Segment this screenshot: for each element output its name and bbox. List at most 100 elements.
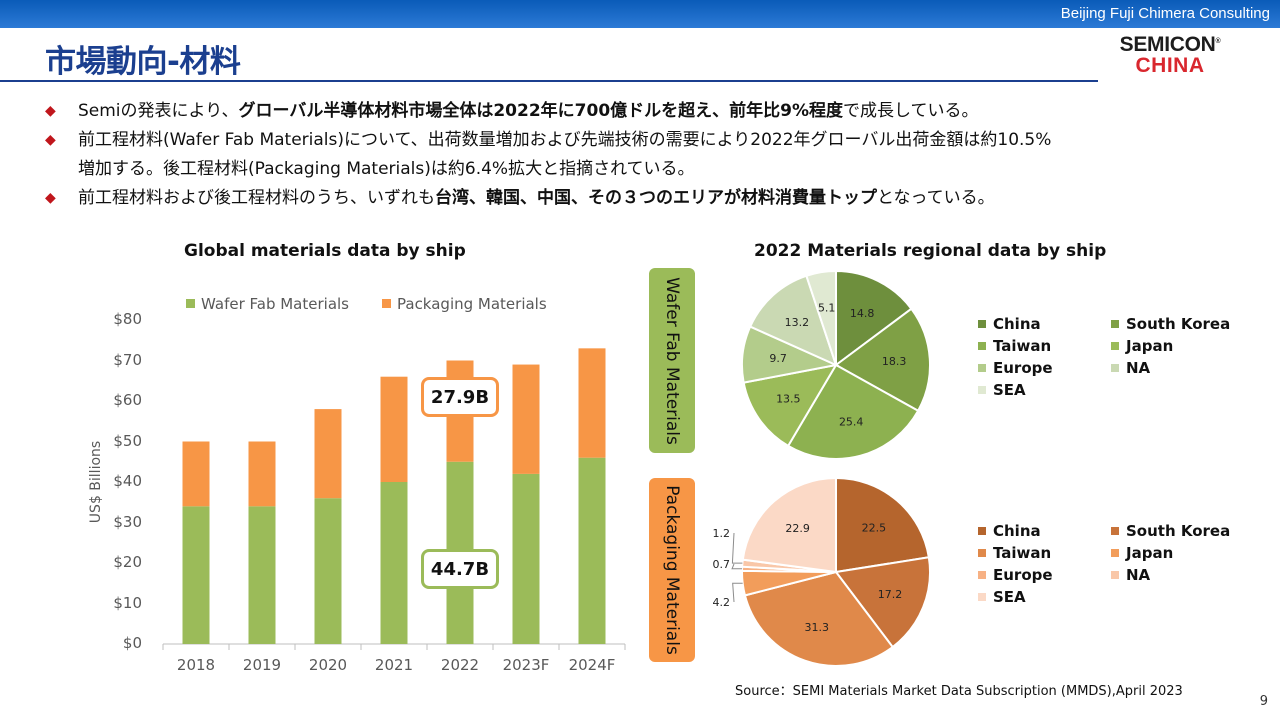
bullet-item: ◆ 前工程材料および後工程材料のうち、いずれも台湾、韓国、中国、その３つのエリア… — [45, 184, 1245, 213]
legend-packaging: Packaging Materials — [382, 295, 547, 313]
pie-legend-item: Taiwan — [978, 337, 1051, 355]
y-tick-label: $10 — [113, 593, 142, 612]
bullet-text: 前工程材料(Wafer Fab Materials)について、出荷数量増加および… — [78, 130, 1052, 150]
diamond-bullet-icon: ◆ — [45, 103, 56, 119]
semicon-china-logo: SEMICON® CHINA — [1100, 34, 1240, 76]
group-label: Wafer Fab Materials — [662, 276, 682, 445]
pie-legend-item: NA — [1111, 566, 1150, 584]
legend-wafer-fab: Wafer Fab Materials — [186, 295, 349, 313]
bullet-text: 前工程材料および後工程材料のうち、いずれも — [78, 188, 435, 208]
pie-slice-china — [835, 476, 930, 574]
y-tick-label: $20 — [113, 553, 142, 571]
legend-swatch — [978, 342, 986, 350]
legend-label: Taiwan — [993, 337, 1052, 355]
x-tick-label: 2021 — [374, 656, 414, 674]
legend-label: NA — [1126, 359, 1151, 377]
pie-value-label: 0.7 — [713, 558, 731, 571]
pie-leader-line — [732, 582, 743, 603]
pie-slice-sea — [741, 476, 837, 574]
pie-value-label: 18.3 — [882, 355, 907, 368]
legend-swatch — [978, 571, 986, 579]
y-tick-label: $80 — [113, 310, 142, 328]
consultancy-name: Beijing Fuji Chimera Consulting — [1060, 5, 1270, 22]
legend-label: SEA — [993, 588, 1026, 606]
legend-label: China — [993, 315, 1041, 333]
pie-chart-title: 2022 Materials regional data by ship — [754, 241, 1107, 261]
legend-label: Japan — [1126, 337, 1174, 355]
callout-packaging-2022: 27.9B — [421, 376, 499, 417]
pie-value-label: 4.2 — [713, 596, 731, 609]
bar-wafer-fab-materials-2020 — [314, 498, 342, 644]
legend-swatch — [1111, 342, 1119, 350]
bar-packaging-materials-2018 — [182, 441, 210, 507]
legend-label: China — [993, 522, 1041, 540]
x-tick-label: 2024F — [568, 656, 616, 674]
packaging-group-tab: Packaging Materials — [649, 478, 695, 662]
bar-packaging-materials-2023f — [512, 364, 540, 474]
legend-swatch — [1111, 320, 1119, 328]
pie-legend-item: Europe — [978, 359, 1053, 377]
source-note: Source：SEMI Materials Market Data Subscr… — [735, 684, 1183, 699]
bullet-text: 増加する。後工程材料(Packaging Materials)は約6.4%拡大と… — [78, 159, 695, 179]
pie-legend-item: China — [978, 522, 1041, 540]
pie-slice-china — [835, 269, 913, 367]
pie-slice-europe — [741, 325, 840, 384]
diamond-bullet-icon: ◆ — [45, 132, 56, 148]
bullet-text: Semiの発表により、 — [78, 101, 239, 121]
pie-legend-item: Japan — [1111, 544, 1173, 562]
pie-slice-europe — [740, 565, 837, 573]
logo-registered-mark: ® — [1215, 38, 1221, 45]
legend-swatch — [978, 364, 986, 372]
legend-swatch — [186, 299, 195, 308]
y-tick-label: $70 — [113, 350, 142, 369]
bullet-item: ◆ 前工程材料(Wafer Fab Materials)について、出荷数量増加お… — [45, 126, 1245, 184]
pie-value-label: 13.5 — [776, 393, 801, 406]
legend-label: Europe — [993, 359, 1053, 377]
bullet-text: で成長している。 — [843, 101, 979, 121]
bullet-emphasis: グローバル半導体材料市場全体は2022年に700億ドルを超え、前年比9%程度 — [238, 101, 844, 121]
bar-wafer-fab-materials-2024f — [578, 457, 606, 644]
legend-label: NA — [1126, 566, 1151, 584]
logo-line1: SEMICON — [1119, 33, 1216, 56]
pie-value-label: 25.4 — [839, 415, 864, 428]
pie-slice-japan — [741, 569, 837, 597]
pie-value-label: 22.5 — [862, 522, 887, 535]
legend-swatch — [978, 386, 986, 394]
legend-label: South Korea — [1126, 315, 1231, 333]
x-tick-label: 2018 — [176, 656, 216, 674]
bar-chart-title: Global materials data by ship — [184, 241, 466, 261]
pie-value-label: 13.2 — [785, 316, 810, 329]
pie-value-label: 9.7 — [769, 352, 787, 365]
legend-swatch — [978, 527, 986, 535]
x-tick-label: 2022 — [440, 656, 480, 674]
legend-label: Europe — [993, 566, 1053, 584]
bar-wafer-fab-materials-2021 — [380, 482, 408, 644]
legend-label: Wafer Fab Materials — [201, 295, 349, 313]
bar-packaging-materials-2020 — [314, 409, 342, 499]
legend-label: Packaging Materials — [397, 295, 547, 313]
pie-value-label: 17.2 — [878, 588, 903, 601]
pie-legend-item: SEA — [978, 381, 1026, 399]
pie-legend-item: Japan — [1111, 337, 1173, 355]
pie-slice-na — [741, 558, 837, 573]
wafer-fab-group-tab: Wafer Fab Materials — [649, 268, 695, 453]
pie-legend-item: Taiwan — [978, 544, 1051, 562]
pie-value-label: 5.1 — [818, 301, 836, 314]
legend-swatch — [1111, 571, 1119, 579]
pie-value-label: 22.9 — [785, 522, 810, 535]
pie-legend-item: South Korea — [1111, 315, 1230, 333]
pie-legend-item: SEA — [978, 588, 1026, 606]
pie-leader-line — [731, 532, 743, 564]
pie-slice-japan — [742, 363, 838, 448]
legend-label: Taiwan — [993, 544, 1052, 562]
pie-slice-sea — [805, 269, 837, 366]
pie-wafer-fab-materials: 14.8 18.3 25.4 13.5 9.7 13.2 5.1 — [741, 269, 931, 460]
title-divider — [0, 80, 1098, 82]
pie-slice-south-korea — [834, 556, 931, 649]
legend-swatch — [978, 549, 986, 557]
page-number: 9 — [1259, 694, 1268, 709]
diamond-bullet-icon: ◆ — [45, 190, 56, 206]
y-tick-label: $50 — [113, 431, 142, 450]
pie-legend-item: NA — [1111, 359, 1150, 377]
pie-slice-south-korea — [834, 307, 931, 413]
